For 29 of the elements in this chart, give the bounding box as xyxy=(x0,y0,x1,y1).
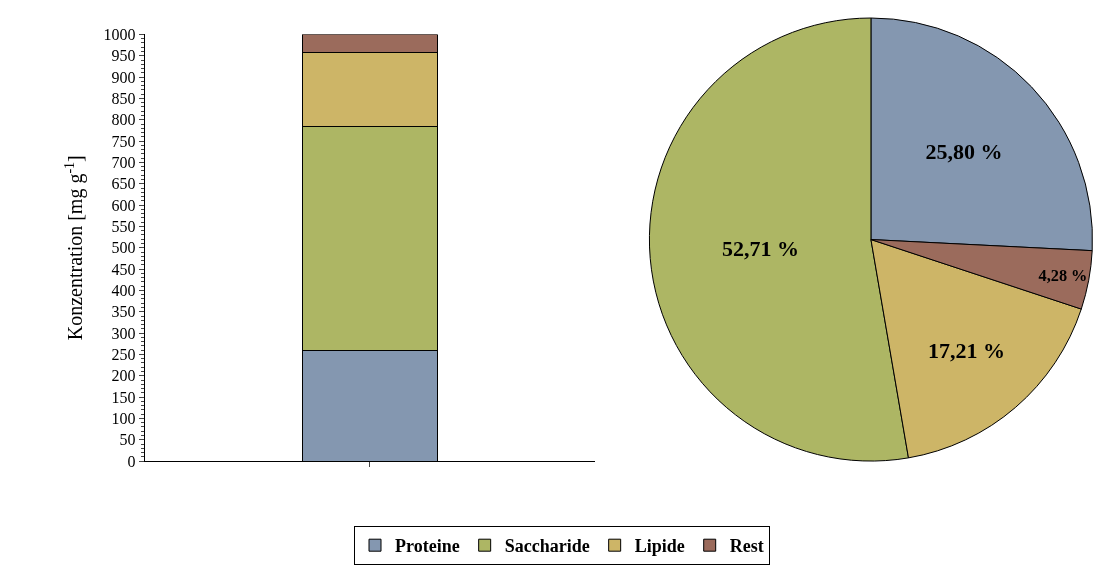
y-tick-label: 300 xyxy=(111,324,136,342)
legend-label: Rest xyxy=(729,536,764,557)
y-tick-label: 50 xyxy=(119,431,136,449)
y-tick-label: 950 xyxy=(111,47,136,65)
y-tick-label: 550 xyxy=(111,218,136,236)
legend-label: Saccharide xyxy=(504,536,590,557)
y-tick-label: 500 xyxy=(111,239,136,257)
y-tick-label: 100 xyxy=(111,410,136,427)
y-tick-label: 850 xyxy=(111,90,136,108)
y-tick-label: 700 xyxy=(111,154,136,172)
y-tick-label: 250 xyxy=(111,346,136,364)
y-tick-label: 600 xyxy=(111,196,136,214)
data-label: 4,28 % xyxy=(1038,265,1088,285)
legend-label: Lipide xyxy=(634,536,685,557)
y-tick-label: 800 xyxy=(111,111,136,129)
data-label: 17,21 % xyxy=(927,337,1005,363)
legend-label: Proteine xyxy=(395,536,460,557)
y-tick-label: 450 xyxy=(111,260,136,278)
data-label: 52,71 % xyxy=(722,236,800,262)
y-tick-label: 900 xyxy=(111,68,136,86)
y-tick-label: 150 xyxy=(111,388,136,406)
y-tick-label: 650 xyxy=(111,175,136,193)
y-tick-label: 750 xyxy=(111,132,136,150)
y-tick-label: 350 xyxy=(111,303,136,321)
y-tick-label: 1000 xyxy=(103,26,136,44)
data-label: 25,80 % xyxy=(925,138,1003,164)
y-tick-label: 200 xyxy=(111,367,136,385)
y-tick-label: 0 xyxy=(127,452,136,470)
y-tick-label: 400 xyxy=(111,282,136,300)
